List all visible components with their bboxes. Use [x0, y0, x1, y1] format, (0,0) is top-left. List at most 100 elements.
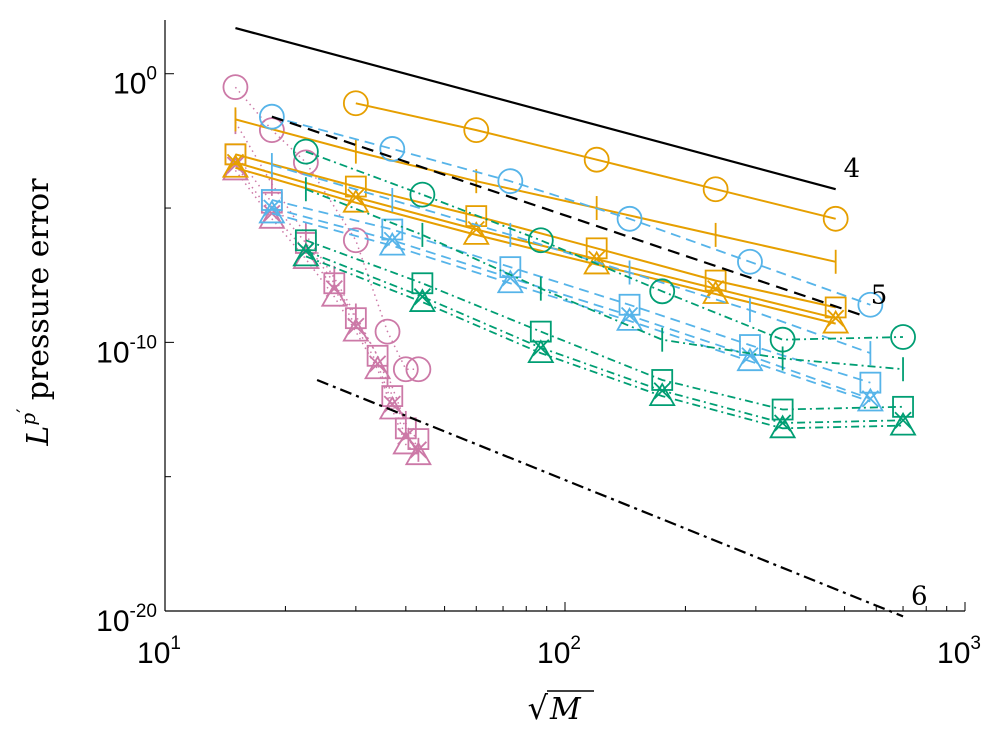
- reference-slope-label: 5: [871, 281, 888, 311]
- data-point-circle: [649, 278, 676, 305]
- data-point-circle: [379, 136, 406, 162]
- data-point-x: [501, 269, 519, 287]
- series-line: [235, 166, 836, 325]
- series-blue-bar: [270, 153, 872, 366]
- reference-slopes: 4 5 6: [235, 26, 928, 618]
- series-line: [271, 199, 871, 384]
- data-point-circle: [822, 205, 849, 232]
- axes-frame: [164, 20, 966, 612]
- data-point-circle: [374, 318, 401, 345]
- data-point-x: [383, 395, 401, 413]
- series-blue-triangle: [258, 199, 884, 412]
- data-point-square: [771, 398, 794, 421]
- data-point-circle: [857, 291, 884, 318]
- data-point-square: [892, 395, 914, 418]
- data-point-square: [260, 189, 283, 211]
- data-point-x: [226, 153, 245, 172]
- series-line: [271, 164, 871, 354]
- data-point-x: [741, 347, 759, 365]
- series-line: [305, 239, 904, 411]
- svg-text:M: M: [549, 692, 582, 727]
- data-point-circle: [405, 356, 432, 383]
- series-green-x: [297, 242, 912, 432]
- data-point-triangle: [364, 355, 392, 380]
- data-point-triangle: [258, 204, 286, 229]
- data-point-circle: [258, 117, 285, 144]
- reference-slope-label: 6: [911, 581, 928, 611]
- data-point-triangle: [221, 153, 249, 178]
- data-point-square: [411, 272, 434, 295]
- data-point-circle: [737, 248, 763, 275]
- data-point-circle: [583, 146, 610, 173]
- data-point-triangle: [527, 339, 555, 364]
- data-point-square: [465, 205, 488, 228]
- series-pink-triangle: [221, 156, 432, 466]
- data-point-circle: [890, 324, 916, 350]
- data-point-square: [224, 143, 247, 166]
- series-line: [271, 115, 871, 306]
- data-point-x: [347, 188, 365, 206]
- reference-line-slope-6: [316, 378, 904, 618]
- series-line: [235, 161, 836, 320]
- data-point-triangle: [342, 317, 370, 342]
- data-point-square: [859, 371, 882, 394]
- data-point-x: [413, 288, 432, 306]
- data-point-triangle: [648, 382, 676, 406]
- series-yellow-circle: [342, 90, 849, 232]
- reference-line-slope-5: [271, 115, 864, 317]
- data-point-x: [368, 355, 387, 373]
- data-point-circle: [342, 90, 369, 117]
- data-point-triangle: [769, 414, 797, 439]
- x-tick-label: 103: [937, 633, 981, 670]
- data-point-x: [706, 279, 725, 298]
- data-point-x: [653, 382, 671, 400]
- series-line: [305, 150, 904, 341]
- series-line: [271, 212, 871, 403]
- data-point-x: [347, 317, 365, 335]
- data-point-triangle: [292, 242, 320, 267]
- data-point-circle: [292, 138, 319, 165]
- data-point-x: [827, 309, 845, 327]
- data-point-triangle: [822, 309, 850, 334]
- svg-text:√: √: [528, 689, 549, 727]
- data-point-x: [297, 242, 315, 260]
- y-tick-label: 10-10: [96, 332, 157, 369]
- series-layer: [221, 74, 917, 466]
- data-point-circle: [497, 168, 524, 195]
- reference-slope-label: 4: [844, 154, 861, 184]
- data-point-circle: [258, 103, 285, 130]
- data-point-triangle: [889, 411, 917, 436]
- data-point-x: [532, 339, 550, 357]
- data-point-circle: [527, 227, 554, 254]
- data-point-circle: [392, 356, 419, 383]
- data-point-x: [894, 411, 912, 429]
- data-point-triangle: [320, 282, 348, 307]
- series-blue-x: [263, 199, 880, 408]
- series-line: [235, 118, 836, 263]
- y-tick-label: 10-20: [96, 601, 157, 638]
- series-green-triangle: [292, 242, 917, 439]
- x-tick-label: 102: [537, 633, 581, 670]
- data-point-x: [263, 204, 281, 223]
- data-point-x: [263, 199, 281, 217]
- data-point-x: [467, 220, 485, 239]
- data-point-circle: [342, 227, 369, 254]
- y-axis-label: Lp′pressure error: [12, 178, 56, 447]
- data-point-square: [344, 307, 367, 330]
- data-point-circle: [409, 181, 436, 208]
- series-line: [234, 169, 419, 456]
- series-green-bar: [304, 177, 904, 382]
- data-point-triangle: [856, 387, 884, 412]
- data-point-triangle: [258, 199, 286, 224]
- data-point-x: [620, 306, 639, 325]
- series-line: [235, 153, 836, 309]
- data-point-triangle: [496, 269, 524, 294]
- data-point-x: [861, 390, 880, 408]
- data-point-triangle: [702, 280, 730, 304]
- data-point-circle: [702, 176, 729, 203]
- data-point-circle: [463, 117, 490, 144]
- data-point-triangle: [736, 347, 764, 372]
- series-yellow-triangle: [221, 153, 850, 334]
- series-blue-circle: [258, 103, 884, 318]
